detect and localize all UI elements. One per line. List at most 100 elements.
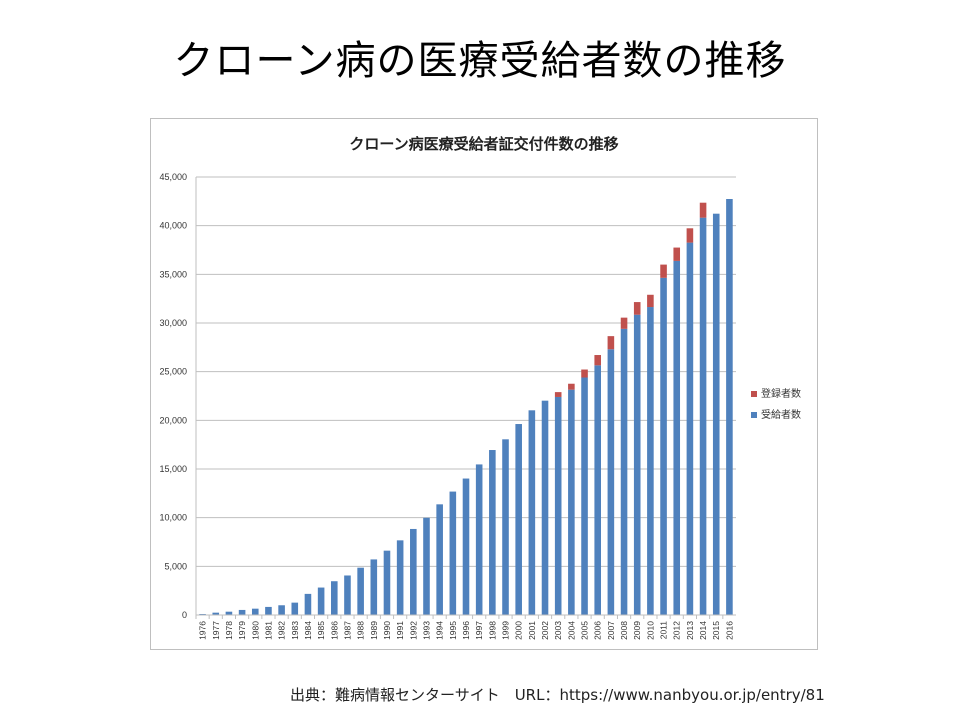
bar-recipients-2000 — [515, 424, 522, 615]
legend-swatch — [751, 412, 757, 418]
bar-recipients-1980 — [251, 608, 259, 615]
bar-registered-2013 — [686, 228, 694, 243]
x-tick-label: 1995 — [448, 621, 458, 640]
bar-recipients-2002 — [541, 400, 549, 615]
bar-recipients-2009 — [633, 314, 641, 615]
x-tick-label: 2015 — [711, 621, 721, 640]
x-tick-label: 1990 — [382, 621, 392, 640]
bar-registered-2010 — [647, 294, 654, 308]
bar-recipients-1981 — [265, 606, 272, 615]
legend-label: 登録者数 — [761, 387, 801, 400]
x-tick-label: 2008 — [619, 621, 629, 640]
bar-recipients-1996 — [462, 478, 470, 615]
bar-registered-2006 — [594, 355, 601, 366]
source-citation: 出典：難病情報センターサイト URL：https://www.nanbyou.o… — [290, 686, 825, 704]
legend-swatch — [751, 391, 757, 397]
legend-label: 受給者数 — [761, 408, 801, 421]
bar-registered-2014 — [699, 202, 707, 218]
x-tick-label: 1985 — [316, 621, 326, 640]
bar-recipients-1991 — [396, 540, 404, 615]
x-tick-label: 1978 — [224, 621, 234, 640]
x-tick-label: 1988 — [356, 621, 366, 640]
chart-title: クローン病医療受給者証交付件数の推移 — [349, 135, 618, 153]
y-tick-label: 0 — [182, 610, 187, 620]
x-tick-label: 1996 — [461, 621, 471, 640]
x-tick-label: 1980 — [250, 621, 260, 640]
x-tick-label: 1981 — [263, 621, 273, 640]
bar-recipients-2006 — [594, 365, 601, 615]
x-tick-label: 1991 — [395, 621, 405, 640]
x-tick-label: 2007 — [606, 621, 616, 640]
bar-registered-2011 — [660, 264, 667, 278]
bar-recipients-2008 — [620, 328, 628, 615]
y-tick-label: 35,000 — [159, 269, 187, 279]
x-tick-label: 1989 — [369, 621, 379, 640]
bar-recipients-1992 — [410, 528, 417, 615]
x-tick-label: 2001 — [527, 621, 537, 640]
bar-recipients-1978 — [225, 611, 233, 615]
x-tick-label: 2014 — [698, 621, 708, 640]
x-tick-label: 2004 — [566, 621, 576, 640]
bar-registered-2007 — [607, 336, 615, 350]
x-tick-label: 2006 — [593, 621, 603, 640]
x-tick-label: 1984 — [303, 621, 313, 640]
bar-registered-2004 — [568, 383, 575, 390]
bar-chart: クローン病医療受給者証交付件数の推移 0 5,000 10,000 15,000 20,0… — [159, 135, 801, 640]
x-tick-label: 1976 — [198, 621, 208, 640]
y-tick-label: 5,000 — [164, 561, 187, 571]
bar-recipients-1977 — [212, 612, 220, 615]
x-tick-label: 1977 — [211, 621, 221, 640]
chart-frame: クローン病医療受給者証交付件数の推移 0 5,000 10,000 15,000 20,0… — [150, 118, 818, 650]
bar-registered-2005 — [581, 369, 588, 378]
x-tick-label: 1982 — [277, 621, 287, 640]
x-tick-label: 1983 — [290, 621, 300, 640]
bar-recipients-1998 — [489, 450, 496, 615]
bar-recipients-1986 — [331, 581, 338, 615]
bar-recipients-1990 — [383, 550, 391, 615]
x-tick-label: 2000 — [514, 621, 524, 640]
x-tick-label: 2016 — [724, 621, 734, 640]
x-tick-label: 2002 — [540, 621, 550, 640]
y-tick-label: 10,000 — [159, 513, 187, 523]
bar-recipients-2011 — [660, 277, 667, 615]
x-tick-label: 1997 — [474, 621, 484, 640]
x-tick-label: 2005 — [580, 621, 590, 640]
x-tick-label: 2003 — [553, 621, 563, 640]
x-tick-label: 2011 — [659, 621, 669, 640]
bar-recipients-2015 — [712, 213, 720, 615]
bar-recipients-2014 — [699, 217, 707, 615]
bar-recipients-1982 — [278, 605, 285, 615]
bar-recipients-1983 — [291, 602, 299, 615]
bar-recipients-1995 — [449, 491, 457, 615]
bar-recipients-1993 — [423, 517, 430, 615]
y-tick-label: 30,000 — [159, 318, 187, 328]
bar-registered-2012 — [673, 247, 681, 261]
x-tick-label: 1993 — [421, 621, 431, 640]
bar-recipients-2012 — [673, 260, 681, 615]
bar-registered-2008 — [620, 317, 628, 329]
y-tick-label: 45,000 — [159, 172, 187, 182]
x-tick-label: 2009 — [632, 621, 642, 640]
bar-recipients-1999 — [502, 439, 509, 615]
x-tick-label: 2012 — [672, 621, 682, 640]
x-tick-label: 1986 — [329, 621, 339, 640]
x-tick-label: 1994 — [435, 621, 445, 640]
bar-recipients-1985 — [317, 587, 325, 615]
x-tick-label: 1979 — [237, 621, 247, 640]
bar-registered-2009 — [633, 302, 641, 315]
bar-recipients-1984 — [304, 593, 312, 615]
bar-recipients-2004 — [568, 389, 575, 615]
y-tick-label: 20,000 — [159, 415, 187, 425]
bar-recipients-1989 — [370, 559, 378, 615]
bar-recipients-1994 — [436, 504, 443, 615]
x-tick-label: 1999 — [501, 621, 511, 640]
x-tick-label: 1987 — [342, 621, 352, 640]
bar-recipients-2001 — [528, 410, 536, 615]
x-tick-label: 2010 — [645, 621, 655, 640]
bar-recipients-2013 — [686, 242, 694, 615]
y-tick-label: 15,000 — [159, 464, 187, 474]
slide-title: クローン病の医療受給者数の推移 — [173, 38, 787, 84]
bar-recipients-2010 — [647, 307, 654, 615]
bar-recipients-2005 — [581, 377, 588, 615]
bar-recipients-1997 — [475, 464, 483, 615]
